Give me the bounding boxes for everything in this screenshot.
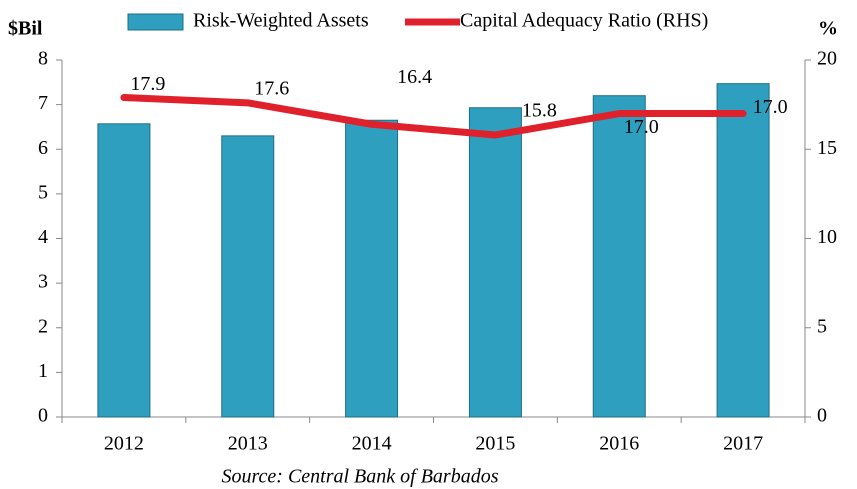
x-tick-label: 2013 [228, 433, 268, 455]
x-tick-label: 2017 [723, 433, 763, 455]
y2-tick-label: 0 [817, 405, 827, 427]
x-tick-label: 2012 [104, 433, 144, 455]
bar [221, 135, 275, 418]
x-tick-label: 2014 [352, 433, 392, 455]
bar [592, 95, 646, 418]
data-label: 17.0 [624, 116, 659, 138]
x-tick-label: 2016 [599, 433, 639, 455]
y-tick-label: 8 [38, 48, 48, 70]
y2-tick-label: 20 [817, 48, 837, 70]
y2-tick-label: 10 [817, 226, 837, 248]
y-tick-label: 5 [38, 181, 48, 203]
data-label: 17.6 [254, 77, 289, 99]
line-series [120, 93, 747, 139]
y-tick-label: 6 [38, 137, 48, 159]
y-tick-label: 2 [38, 315, 48, 337]
y-tick-label: 0 [38, 405, 48, 427]
y-tick-label: 1 [38, 360, 48, 382]
y-tick-label: 3 [38, 271, 48, 293]
bar [716, 83, 770, 418]
y-tick-label: 4 [38, 226, 48, 248]
y2-tick-label: 5 [817, 315, 827, 337]
bar [468, 107, 522, 418]
y2-axis-label: % [818, 18, 838, 40]
bar [97, 123, 151, 418]
y2-tick-label: 15 [817, 137, 837, 159]
x-tick-label: 2015 [475, 433, 515, 455]
legend-swatch [127, 13, 184, 31]
y-axis-label: $Bil [8, 18, 43, 40]
data-label: 16.4 [397, 66, 432, 88]
legend-label: Capital Adequacy Ratio (RHS) [460, 10, 708, 32]
data-label: 17.0 [753, 96, 788, 118]
y-tick-label: 7 [38, 92, 48, 114]
data-label: 17.9 [130, 73, 165, 95]
data-label: 15.8 [522, 100, 557, 122]
source: Source: Central Bank of Barbados [221, 466, 498, 488]
bar [345, 119, 399, 418]
legend-label: Risk-Weighted Assets [193, 10, 369, 32]
